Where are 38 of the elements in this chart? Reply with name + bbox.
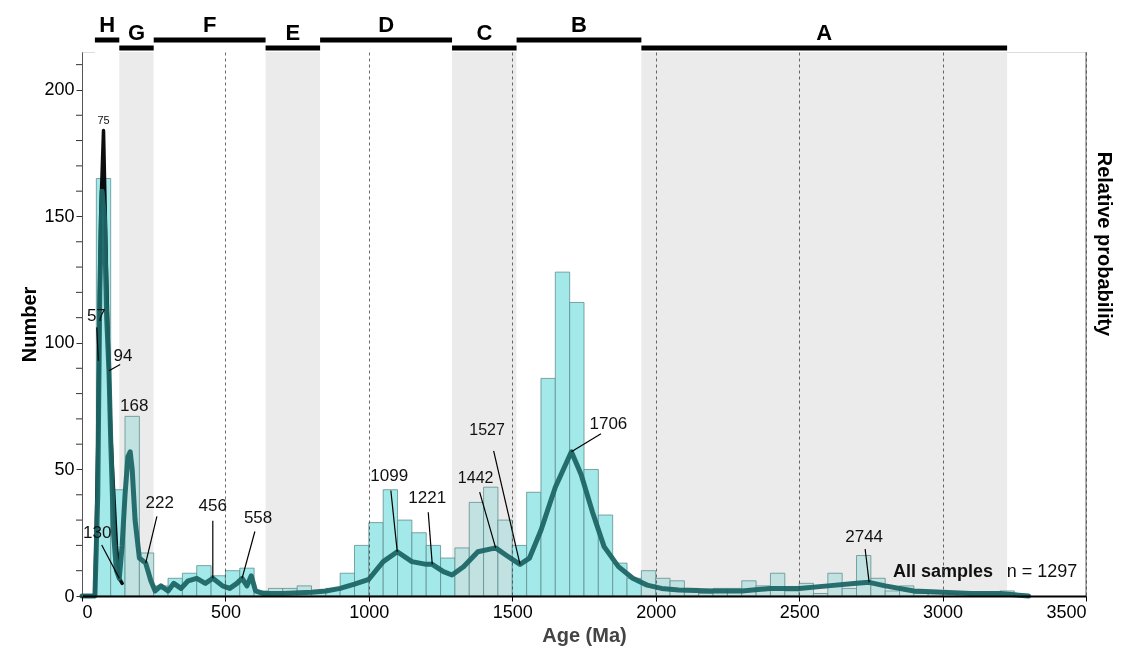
x-axis-title: Age (Ma) (542, 623, 627, 646)
annotation: 1221 (408, 488, 447, 508)
band-label: D (378, 12, 395, 37)
y-axis-title: Number (18, 286, 41, 363)
x-tick-label: 0 (82, 601, 93, 622)
band-label: B (571, 12, 587, 37)
y-tick-label: 100 (44, 332, 75, 353)
annotation: 1442 (457, 468, 494, 486)
band-label: E (285, 20, 301, 45)
annotation: 2744 (845, 527, 884, 547)
band-label: G (127, 20, 146, 45)
annotation: 1706 (589, 413, 628, 433)
band-label: C (476, 20, 493, 45)
annotation: All samples (892, 561, 994, 581)
band-label: F (202, 12, 217, 37)
x-tick-label: 500 (210, 601, 241, 622)
annotation: 75 (97, 114, 110, 127)
annotation: 456 (198, 496, 227, 516)
y2-axis-title: Relative probability (1094, 151, 1116, 338)
x-tick-label: 2000 (636, 601, 677, 622)
y-tick-label: 0 (64, 585, 75, 606)
x-tick-label: 2500 (779, 601, 820, 622)
band-label: H (99, 12, 116, 37)
annotation: n = 1297 (1006, 561, 1078, 581)
annotation: 94 (113, 345, 133, 365)
annotation: 558 (243, 508, 273, 528)
annotation: 1527 (469, 421, 505, 439)
annotation: 1099 (370, 465, 409, 485)
annotation: 222 (145, 493, 174, 513)
x-tick-label: 3500 (1046, 601, 1087, 622)
x-tick-label: 1500 (492, 601, 533, 622)
annotation: 168 (120, 395, 149, 415)
x-tick-label: 1000 (349, 601, 390, 622)
y-tick-label: 200 (44, 79, 75, 100)
y-tick-label: 50 (54, 458, 75, 479)
y-tick-label: 150 (44, 205, 75, 226)
band-label: A (816, 20, 833, 45)
x-tick-label: 3000 (923, 601, 964, 622)
